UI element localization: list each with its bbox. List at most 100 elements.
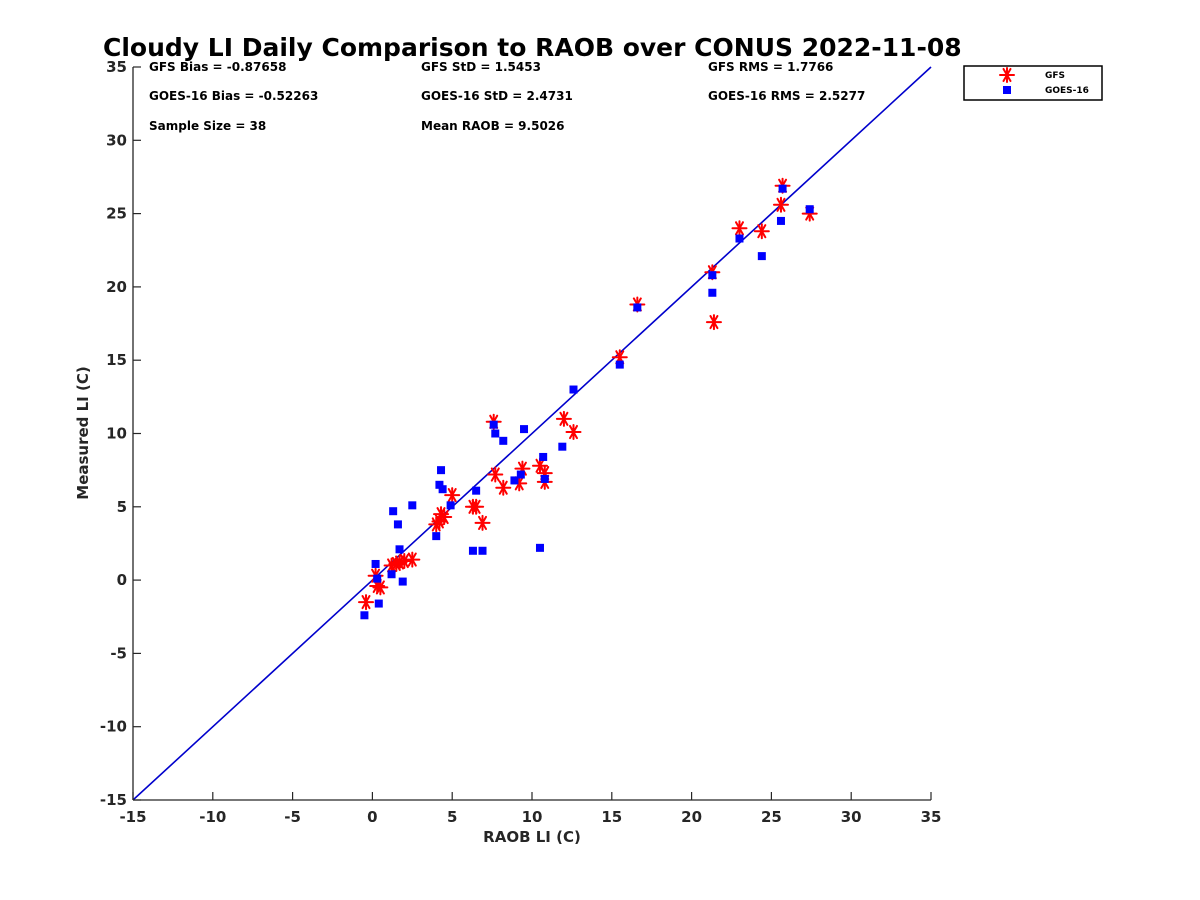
y-tick-label: 10 — [106, 425, 127, 443]
gfs-point — [731, 220, 748, 237]
goes-16-point — [708, 288, 717, 297]
legend-marker-goes-16 — [1003, 86, 1011, 94]
gfs-point — [474, 514, 491, 531]
goes-16-point — [468, 546, 477, 555]
goes-16-point — [395, 545, 404, 554]
goes-16-point — [499, 436, 508, 445]
series-goes-16 — [360, 184, 814, 620]
gfs-point — [436, 509, 453, 526]
y-tick-label: -15 — [100, 791, 127, 809]
y-tick-label: -5 — [110, 644, 127, 662]
y-tick-label: -10 — [100, 718, 127, 736]
x-tick-label: 15 — [601, 808, 622, 826]
y-tick-label: 0 — [117, 571, 127, 589]
axes: -15 -10 -5 0 5 10 15 20 25 30 35 -15 -10 -5 0 5 10 15 20 25… — [100, 58, 942, 826]
gfs-point — [358, 594, 375, 611]
y-tick-label: 30 — [106, 131, 127, 149]
x-tick-label: -5 — [284, 808, 301, 826]
y-axis-label: Measured LI (C) — [74, 366, 92, 499]
goes-16-point — [432, 532, 441, 541]
goes-16-point — [516, 470, 525, 479]
goes-16-point — [408, 501, 417, 510]
y-tick-label: 25 — [106, 205, 127, 223]
legend: GFS GOES-16 — [963, 65, 1103, 101]
stat-annotation: Sample Size = 38 — [149, 119, 266, 133]
goes-16-point — [510, 476, 519, 485]
x-tick-label: 5 — [447, 808, 457, 826]
x-tick-label: 35 — [921, 808, 942, 826]
goes-16-point — [389, 507, 398, 516]
gfs-point — [372, 579, 389, 596]
y-tick-label: 15 — [106, 351, 127, 369]
goes-16-point — [778, 184, 787, 193]
goes-16-point — [776, 216, 785, 225]
goes-16-point — [539, 452, 548, 461]
goes-16-point — [540, 474, 549, 483]
stat-annotation: GFS Bias = -0.87658 — [149, 60, 286, 74]
goes-16-point — [708, 271, 717, 280]
gfs-point — [772, 196, 789, 213]
goes-16-point — [735, 234, 744, 243]
goes-16-point — [437, 466, 446, 475]
goes-16-point — [491, 429, 500, 438]
plot-area — [133, 66, 932, 800]
goes-16-point — [435, 480, 444, 489]
goes-16-point — [472, 486, 481, 495]
x-tick-label: -10 — [199, 808, 226, 826]
gfs-point — [495, 479, 512, 496]
gfs-point — [753, 223, 770, 240]
stat-annotation: GOES-16 StD = 2.4731 — [421, 89, 573, 103]
one-to-one-line — [133, 66, 932, 800]
goes-16-point — [478, 546, 487, 555]
stats-annotations: GFS Bias = -0.87658 GFS StD = 1.5453 GFS R… — [149, 60, 865, 133]
x-tick-label: 10 — [522, 808, 543, 826]
goes-16-point — [535, 543, 544, 552]
goes-16-point — [446, 501, 455, 510]
legend-label: GFS — [1045, 71, 1065, 81]
goes-16-point — [387, 570, 396, 579]
gfs-point — [444, 487, 461, 504]
goes-16-point — [360, 611, 369, 620]
goes-16-point — [558, 442, 567, 451]
goes-16-point — [374, 599, 383, 608]
gfs-point — [565, 424, 582, 441]
goes-16-point — [757, 252, 766, 261]
stat-annotation: GOES-16 RMS = 2.5277 — [708, 89, 865, 103]
goes-16-point — [633, 303, 642, 312]
goes-16-point — [615, 360, 624, 369]
series-gfs — [358, 177, 818, 611]
x-axis-label: RAOB LI (C) — [483, 828, 581, 846]
chart-title: Cloudy LI Daily Comparison to RAOB over … — [103, 33, 962, 62]
x-tick-label: 25 — [761, 808, 782, 826]
x-tick-label: -15 — [119, 808, 146, 826]
stat-annotation: GFS StD = 1.5453 — [421, 60, 541, 74]
goes-16-point — [805, 205, 814, 214]
gfs-point — [705, 314, 722, 331]
legend-label: GOES-16 — [1045, 86, 1089, 96]
x-tick-label: 20 — [681, 808, 702, 826]
gfs-point — [468, 498, 485, 515]
goes-16-point — [520, 425, 529, 434]
gfs-point — [487, 466, 504, 483]
goes-16-point — [393, 520, 402, 529]
goes-16-point — [438, 485, 447, 494]
y-tick-label: 20 — [106, 278, 127, 296]
x-tick-label: 30 — [841, 808, 862, 826]
stat-annotation: GOES-16 Bias = -0.52263 — [149, 89, 318, 103]
legend-box — [963, 65, 1103, 101]
goes-16-point — [373, 574, 382, 583]
legend-marker-gfs — [999, 67, 1015, 83]
goes-16-point — [569, 385, 578, 394]
gfs-point — [555, 410, 572, 427]
x-tick-label: 0 — [367, 808, 377, 826]
goes-16-point — [398, 577, 407, 586]
stat-annotation: GFS RMS = 1.7766 — [708, 60, 833, 74]
goes-16-point — [489, 420, 498, 429]
gfs-point — [404, 551, 421, 568]
y-tick-label: 5 — [117, 498, 127, 516]
stat-annotation: Mean RAOB = 9.5026 — [421, 119, 565, 133]
y-tick-label: 35 — [106, 58, 127, 76]
gfs-point — [396, 553, 413, 570]
goes-16-point — [371, 559, 380, 568]
